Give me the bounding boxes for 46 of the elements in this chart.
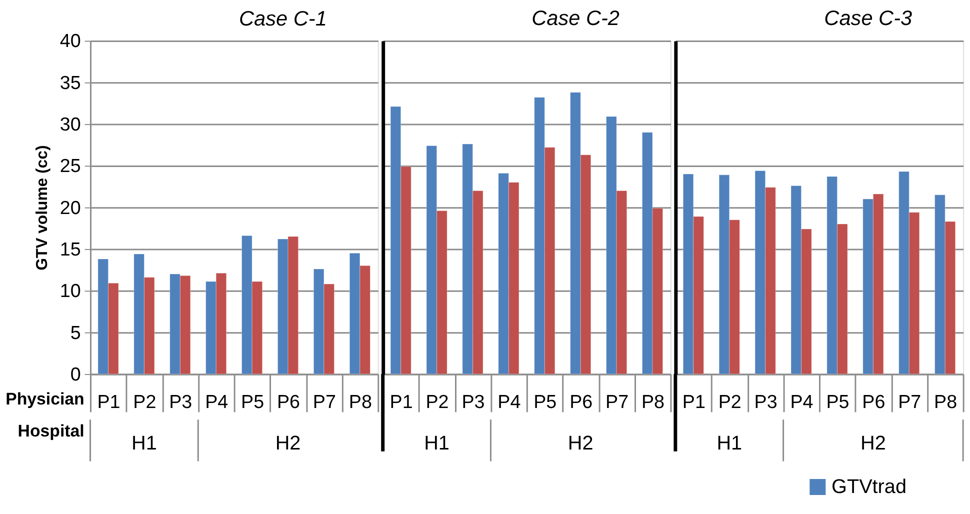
x-tick-label: P5 (534, 391, 557, 412)
x-tick-label: P7 (312, 391, 336, 412)
text: H2 (568, 432, 594, 454)
x-tick-label: P2 (718, 391, 742, 412)
x-tick-label: P7 (606, 391, 629, 412)
x-tick-label: P4 (498, 391, 521, 412)
x-tick-label: P1 (390, 391, 413, 412)
x-tick-label: P5 (826, 391, 850, 412)
text: H2 (860, 432, 886, 454)
y-tick-label: 0 (70, 363, 81, 384)
x-tick-label: P3 (754, 391, 778, 412)
y-tick-label: 35 (60, 72, 81, 93)
text: H1 (132, 432, 157, 454)
x-tick-label: P1 (97, 391, 120, 412)
x-tick-label: P1 (682, 391, 706, 412)
text: H2 (275, 432, 301, 454)
x-tick-label: P8 (934, 391, 958, 412)
y-tick-label: 40 (60, 30, 81, 52)
text: Physician (6, 390, 84, 409)
x-tick-label: P7 (898, 391, 922, 412)
y-tick-label: 10 (60, 280, 81, 302)
text: Hospital (18, 421, 84, 440)
text: H1 (424, 432, 450, 454)
text: H1 (716, 432, 742, 454)
x-tick-label: P4 (205, 391, 228, 412)
x-tick-label: P2 (426, 391, 449, 412)
x-tick-label: P4 (790, 391, 814, 412)
x-tick-label: P6 (862, 391, 886, 412)
x-tick-label: P8 (641, 391, 665, 412)
chart-title: Case C-2 (532, 6, 620, 30)
x-tick-label: P2 (133, 391, 156, 412)
y-tick-label: 20 (60, 196, 81, 218)
y-tick-label: 15 (60, 238, 81, 260)
chart-title: Case C-1 (239, 7, 327, 30)
x-tick-label: P3 (462, 391, 485, 412)
x-tick-label: P5 (241, 391, 264, 412)
chart-title: Case C-3 (824, 6, 913, 30)
y-tick-label: 25 (60, 155, 81, 176)
y-tick-label: 5 (70, 322, 81, 343)
legend-label: GTVtrad (832, 476, 906, 498)
y-axis-title: GTV volume (cc) (34, 145, 51, 270)
y-tick-label: 30 (60, 113, 81, 134)
x-tick-label: P6 (276, 391, 300, 412)
x-tick-label: P6 (570, 391, 593, 412)
x-tick-label: P8 (348, 391, 372, 412)
x-tick-label: P3 (169, 391, 192, 412)
